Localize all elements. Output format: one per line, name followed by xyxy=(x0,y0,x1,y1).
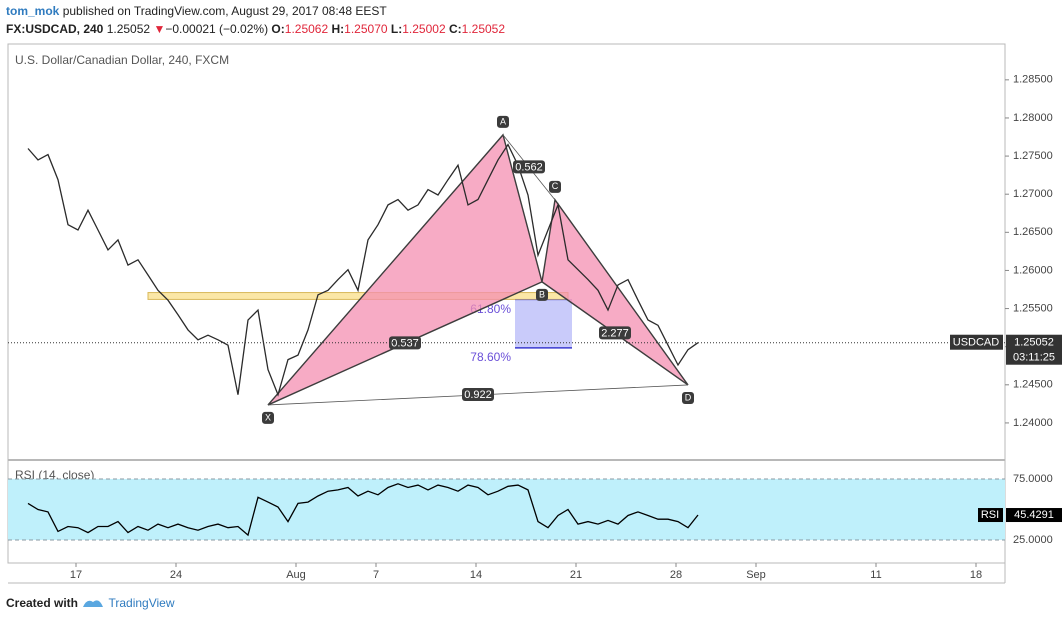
point-badge xyxy=(262,411,274,424)
point-badge xyxy=(497,115,509,128)
price-value: 1.25052 xyxy=(1014,337,1054,349)
brand[interactable]: TradingView xyxy=(108,596,175,610)
point-badge xyxy=(549,180,561,193)
arrow: ▼ xyxy=(153,22,166,36)
rsi-band xyxy=(8,478,1005,540)
published: published on TradingView.com, August 29,… xyxy=(62,4,387,18)
point-label: B xyxy=(539,289,545,299)
x-tick-label: Aug xyxy=(286,569,306,581)
symbol-badge xyxy=(950,334,1003,350)
fib-label: 78.60% xyxy=(470,350,511,364)
l: 1.25002 xyxy=(402,22,446,36)
quote-line: FX:USDCAD, 240 1.25052 ▼−0.00021 (−0.02%… xyxy=(6,22,505,36)
y-tick-label: 1.25500 xyxy=(1013,302,1053,314)
ratio-badge xyxy=(462,387,494,401)
y-tick-label: 1.24000 xyxy=(1013,417,1053,429)
ratio-label: 0.537 xyxy=(391,337,419,349)
y-tick-label: 1.26000 xyxy=(1013,264,1053,276)
y-tick-label: 1.28500 xyxy=(1013,74,1053,86)
y-tick-label: 25.0000 xyxy=(1013,534,1053,546)
point-badge xyxy=(682,391,694,404)
rsi-badge xyxy=(1006,508,1062,523)
price-badge xyxy=(1006,334,1062,365)
ratio-badge xyxy=(599,326,631,340)
ratio-label: 0.562 xyxy=(515,161,543,173)
x-tick-label: 21 xyxy=(570,569,582,581)
countdown: 03:11:25 xyxy=(1013,352,1055,364)
o-label: O: xyxy=(271,22,285,36)
x-tick-label: 18 xyxy=(970,569,982,581)
created: Created with xyxy=(6,596,79,610)
o: 1.25062 xyxy=(284,22,329,36)
ratio-label: 0.922 xyxy=(464,389,492,401)
x-tick-label: 7 xyxy=(373,569,379,581)
ratio-badge xyxy=(513,160,545,174)
change: −0.00021 (−0.02%) xyxy=(165,22,269,36)
chart: U.S. Dollar/Canadian Dollar, 240, FXCM R… xyxy=(7,43,1062,584)
point-badge xyxy=(536,288,548,301)
price-line xyxy=(27,143,699,397)
point-label: D xyxy=(685,392,692,402)
y-tick-label: 1.27000 xyxy=(1013,188,1053,200)
last: 1.25052 xyxy=(106,22,151,36)
footer: Created with TradingView xyxy=(6,595,175,610)
y-tick-label: 1.26500 xyxy=(1013,226,1053,238)
symbol-label: USDCAD xyxy=(953,337,1000,349)
ratio-label: 2.277 xyxy=(601,327,629,339)
c-label: C: xyxy=(448,22,462,36)
point-label: A xyxy=(500,116,506,126)
rsi-name: RSI xyxy=(981,509,999,521)
l-label: L: xyxy=(390,22,403,36)
x-tick-label: Sep xyxy=(746,569,766,581)
y-tick-label: 1.24500 xyxy=(1013,379,1053,391)
symbol: FX:USDCAD, 240 xyxy=(6,22,104,36)
price-line xyxy=(27,483,699,537)
x-tick-label: 14 xyxy=(470,569,482,581)
header-line: tom_mok published on TradingView.com, Au… xyxy=(6,4,387,18)
x-tick-label: 11 xyxy=(870,569,881,581)
y-tick-label: 75.0000 xyxy=(1013,473,1053,485)
c: 1.25052 xyxy=(461,22,506,36)
h-label: H: xyxy=(331,22,345,36)
point-label: X xyxy=(265,412,271,422)
y-tick-label: 1.27500 xyxy=(1013,150,1053,162)
logo xyxy=(83,600,104,607)
fib-box xyxy=(515,299,572,348)
chart-title: U.S. Dollar/Canadian Dollar, 240, FXCM xyxy=(15,53,229,67)
author[interactable]: tom_mok xyxy=(6,4,60,18)
rsi-value: 45.4291 xyxy=(1014,509,1054,521)
x-tick-label: 28 xyxy=(670,569,682,581)
rsi-name-badge xyxy=(978,508,1003,523)
point-label: C xyxy=(552,181,559,191)
harmonic-leg xyxy=(267,133,543,406)
x-tick-label: 24 xyxy=(170,569,182,581)
y-tick-label: 1.28000 xyxy=(1013,112,1053,124)
x-tick-label: 17 xyxy=(70,569,82,581)
h: 1.25070 xyxy=(344,22,388,36)
